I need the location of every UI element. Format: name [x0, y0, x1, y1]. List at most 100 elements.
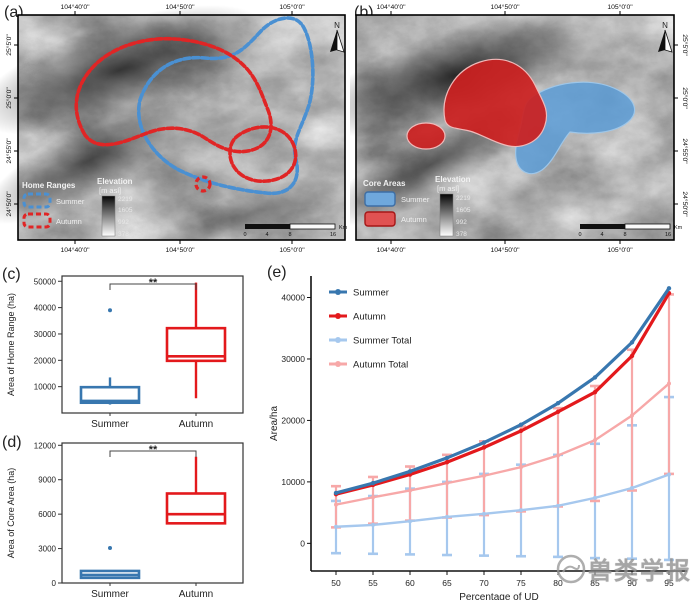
y-tick-label: 0: [300, 538, 305, 548]
legend-key-point: [335, 289, 341, 295]
data-point: [518, 428, 524, 434]
svg-text:992: 992: [118, 219, 129, 226]
series-line-summer-total: [334, 473, 671, 528]
panel-d-label: (d): [2, 434, 22, 451]
svg-text:Autumn: Autumn: [56, 217, 82, 226]
data-point: [370, 480, 376, 486]
map-a-bottom-axis: 104°40'0" 104°50'0" 105°0'0": [60, 240, 305, 254]
x-tick-label: 60: [405, 578, 415, 588]
x-tick-label: 85: [590, 578, 600, 588]
panel-b-map: N 104°40'0" 104°50'0" 105°0'0" 104°40'0"…: [350, 3, 689, 254]
y-tick-label: 12000: [34, 441, 57, 450]
svg-text:4: 4: [265, 232, 268, 238]
significance-bracket: [109, 283, 197, 290]
summer-home-range-outline: [136, 16, 315, 196]
ridge-shadow: [0, 4, 264, 136]
svg-text:Home Ranges: Home Ranges: [22, 181, 76, 190]
x-tick-label: 75: [516, 578, 526, 588]
map-b-top-axis: 104°40'0" 104°50'0" 105°0'0": [376, 3, 633, 15]
data-point: [630, 486, 634, 491]
y-tick-label: 50000: [34, 277, 57, 286]
svg-text:25°5'0": 25°5'0": [5, 34, 13, 56]
series-line-autumn-total: [334, 382, 671, 506]
svg-text:Km: Km: [339, 225, 348, 231]
map-b-legend: Core Areas Summer Autumn: [363, 179, 430, 227]
y-tick-label: 20000: [281, 415, 305, 425]
svg-text:105°0'0": 105°0'0": [279, 246, 305, 254]
svg-text:104°50'0": 104°50'0": [165, 246, 195, 254]
errorbars-autumn-total: [331, 293, 674, 529]
svg-text:1605: 1605: [456, 207, 471, 214]
panel-c-label: (c): [2, 266, 21, 283]
legend-key-point: [335, 361, 341, 367]
outlier-point: [108, 546, 112, 550]
panel-e-line-chart: 0 10000 20000 30000 40000 50 55 60 65 70 75 80 85 90 9…: [269, 276, 687, 600]
svg-text:25°0'0": 25°0'0": [681, 87, 689, 109]
svg-text:104°50'0": 104°50'0": [490, 246, 520, 254]
svg-text:Autumn: Autumn: [401, 215, 427, 224]
map-a-canvas: N 104°40'0" 104°50'0" 105°0'0" 104°40'0"…: [0, 3, 348, 254]
autumn-home-range-lobe: [228, 125, 298, 183]
data-point: [408, 488, 412, 493]
map-b-scalebar: 0 4 8 16 Km: [578, 223, 683, 238]
north-arrow-icon: N: [330, 21, 345, 53]
svg-text:104°40'0": 104°40'0": [376, 3, 406, 11]
svg-text:105°0'0": 105°0'0": [607, 3, 633, 11]
svg-text:0: 0: [578, 232, 581, 238]
data-point: [592, 389, 598, 395]
y-tick-label: 3000: [38, 545, 56, 554]
svg-text:2219: 2219: [118, 196, 133, 203]
map-b-canvas: N 104°40'0" 104°50'0" 105°0'0" 104°40'0"…: [350, 3, 689, 254]
ridge-shadow: [350, 13, 594, 137]
svg-text:16: 16: [330, 232, 336, 238]
svg-text:16: 16: [665, 232, 671, 238]
svg-text:8: 8: [288, 232, 291, 238]
legend-label: Summer: [353, 288, 389, 299]
x-tick-label: 50: [331, 578, 341, 588]
svg-text:4: 4: [600, 232, 603, 238]
data-point: [593, 438, 597, 443]
panel-c-boxplot: 10000 20000 30000 40000 50000 Area of Home Ra…: [6, 275, 244, 430]
svg-text:Summer: Summer: [401, 195, 430, 204]
svg-text:104°50'0": 104°50'0": [490, 3, 520, 11]
x-tick-label: 95: [664, 578, 674, 588]
summer-legend-swatch: [364, 191, 396, 207]
y-axis-title: Area of Home Range (ha): [6, 293, 16, 396]
x-tick-label: 55: [368, 578, 378, 588]
svg-text:8: 8: [623, 232, 626, 238]
data-point: [334, 502, 338, 507]
data-point: [482, 511, 486, 516]
x-tick-label: 70: [479, 578, 489, 588]
data-point: [518, 422, 524, 427]
svg-text:Elevation: Elevation: [97, 177, 133, 186]
x-tick-label: 80: [553, 578, 563, 588]
significance-stars: **: [149, 444, 158, 456]
y-tick-label: 10000: [281, 477, 305, 487]
significance-bracket: [109, 450, 197, 457]
series-line-summer: [334, 286, 671, 495]
y-tick-label: 30000: [34, 330, 57, 339]
map-a-legend: Home Ranges Summer Autumn: [22, 181, 85, 229]
data-point: [556, 453, 560, 458]
data-point: [407, 469, 413, 474]
svg-text:1605: 1605: [118, 207, 133, 214]
data-point: [630, 413, 634, 418]
data-point: [371, 522, 375, 527]
svg-text:378: 378: [456, 231, 467, 238]
data-point: [481, 440, 487, 445]
box-summer: [79, 308, 141, 405]
svg-text:992: 992: [456, 219, 467, 226]
svg-text:24°55'0": 24°55'0": [5, 138, 13, 164]
ridge-shadow: [0, 95, 198, 225]
x-category-label: Summer: [91, 419, 129, 430]
data-point: [629, 340, 635, 345]
legend-label: Summer Total: [353, 336, 411, 347]
svg-text:[m asl]: [m asl]: [99, 186, 121, 195]
ridge-shadow: [172, 178, 348, 242]
outlier-point: [108, 308, 112, 313]
journal-watermark: 兽类学报: [554, 551, 692, 586]
panel-e-label: (e): [267, 264, 287, 281]
y-tick-label: 10000: [34, 383, 57, 392]
north-arrow-icon: N: [658, 21, 673, 53]
